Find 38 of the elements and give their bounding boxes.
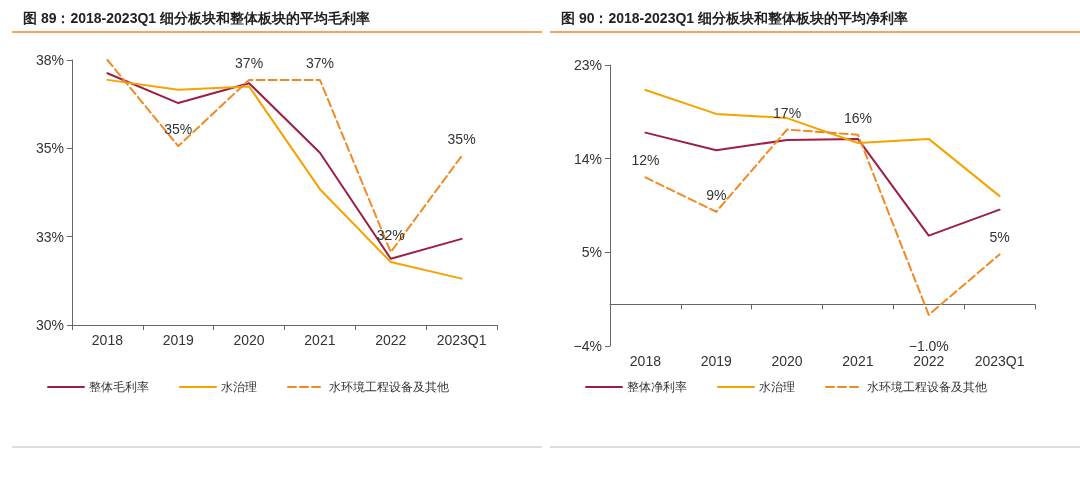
x-tick-label: 2019 xyxy=(162,332,195,348)
x-tick-label: 2020 xyxy=(233,332,265,348)
data-label: −1.0% xyxy=(908,337,949,354)
legend-label: 水治理 xyxy=(759,380,795,394)
data-label: 35% xyxy=(447,131,476,148)
data-label: 9% xyxy=(706,186,727,203)
y-tick-label: 38% xyxy=(35,52,64,68)
y-tick-label: 23% xyxy=(573,57,602,73)
x-tick-label: 2021 xyxy=(304,332,336,348)
legend-label: 整体毛利率 xyxy=(89,380,149,394)
legend-label: 整体净利率 xyxy=(627,380,687,394)
chart-title: 图 90：2018-2023Q1 细分板块和整体板块的平均净利率 xyxy=(561,10,908,26)
y-tick-label: 33% xyxy=(35,228,64,245)
data-label: 35% xyxy=(164,121,193,138)
x-tick-label: 2022 xyxy=(375,332,407,348)
x-tick-label: 2020 xyxy=(771,353,803,369)
x-tick-label: 2019 xyxy=(700,353,733,369)
x-tick-label: 2023Q1 xyxy=(436,332,487,348)
legend-label: 水环境工程设备及其他 xyxy=(329,380,449,394)
legend-label: 水环境工程设备及其他 xyxy=(867,380,987,394)
data-label: 5% xyxy=(989,229,1010,246)
data-label: 16% xyxy=(843,109,872,126)
data-label: 17% xyxy=(773,104,802,121)
chart-title: 图 89：2018-2023Q1 细分板块和整体板块的平均毛利率 xyxy=(23,10,370,26)
data-label: 37% xyxy=(305,54,334,71)
x-tick-label: 2018 xyxy=(629,353,662,369)
x-tick-label: 2018 xyxy=(91,332,124,348)
y-tick-label: 5% xyxy=(581,244,602,261)
x-tick-label: 2022 xyxy=(913,353,945,369)
x-tick-label: 2023Q1 xyxy=(974,353,1025,369)
y-tick-label: 35% xyxy=(35,140,64,157)
data-label: 37% xyxy=(235,54,264,71)
y-tick-label: 14% xyxy=(573,150,602,167)
x-tick-label: 2021 xyxy=(842,353,874,369)
y-tick-label: 30% xyxy=(35,317,64,333)
legend-label: 水治理 xyxy=(221,380,257,394)
data-label: 12% xyxy=(631,152,660,169)
y-tick-label: −4% xyxy=(573,338,602,354)
